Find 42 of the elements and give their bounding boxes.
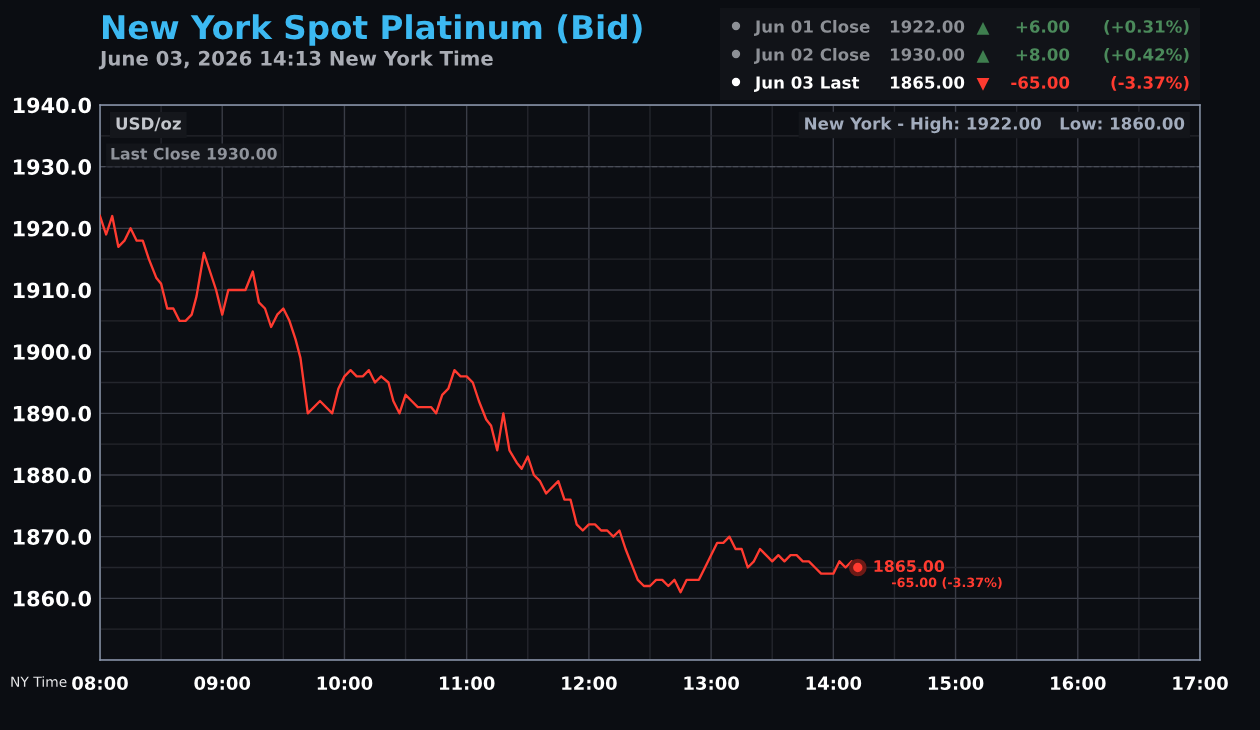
y-tick-label: 1900.0 [13, 344, 92, 360]
y-tick-label: 1940.0 [13, 97, 92, 114]
x-tick-label: 12:00 [562, 676, 617, 690]
annotation: New York - High: 1922.00 Low: 1860.00 [805, 116, 1185, 134]
chart-title: New York Spot Platinum (Bid) [103, 14, 642, 46]
text: ▲ [976, 49, 990, 63]
text: 1865.00 [890, 76, 965, 89]
y-tick-label: 1890.0 [13, 405, 92, 422]
text: Jun 02 Close [754, 47, 870, 64]
text: (+0.42%) [1104, 47, 1189, 63]
y-tick-label: 1880.0 [13, 467, 92, 484]
y-tick-label: 1930.0 [13, 159, 92, 175]
x-tick-label: 11:00 [439, 676, 495, 690]
text: ▼ [976, 77, 990, 91]
text: (+0.31%) [1104, 19, 1189, 35]
text: +6.00 [1016, 20, 1070, 33]
x-tick-label: 14:00 [806, 676, 862, 690]
y-tick-label: 1870.0 [13, 529, 92, 545]
text: (-3.37%) [1111, 75, 1189, 91]
text: Jun 03 Last [754, 76, 860, 92]
text: 1930.00 [890, 48, 965, 61]
x-tick-label: 15:00 [928, 676, 984, 690]
x-tick-label: 08:00 [72, 676, 128, 690]
text: Jun 01 Close [754, 19, 870, 36]
text: ▲ [976, 21, 990, 35]
x-axis-title: NY Time [11, 676, 67, 688]
x-tick-label: 13:00 [684, 676, 739, 690]
chart-subtitle: June 03, 2026 14:13 New York Time [98, 50, 493, 70]
y-tick-label: 1860.0 [13, 590, 92, 607]
data-label: 1865.00 [874, 560, 945, 573]
y-tick-label: 1920.0 [13, 220, 92, 237]
x-tick-label: 16:00 [1051, 676, 1106, 690]
text: -65.00 [1011, 76, 1070, 89]
x-tick-label: 09:00 [194, 676, 251, 690]
ref-line-label: Last Close 1930.00 [111, 147, 277, 160]
y-tick-label: 1910.0 [13, 282, 92, 299]
x-tick-label: 10:00 [317, 676, 373, 690]
x-tick-label: 17:00 [1173, 676, 1228, 690]
text: +8.00 [1016, 48, 1070, 61]
annotation: -65.00 (-3.37%) [891, 577, 1002, 589]
y-axis-title: USD/oz [116, 117, 181, 132]
text: 1922.00 [890, 20, 965, 33]
